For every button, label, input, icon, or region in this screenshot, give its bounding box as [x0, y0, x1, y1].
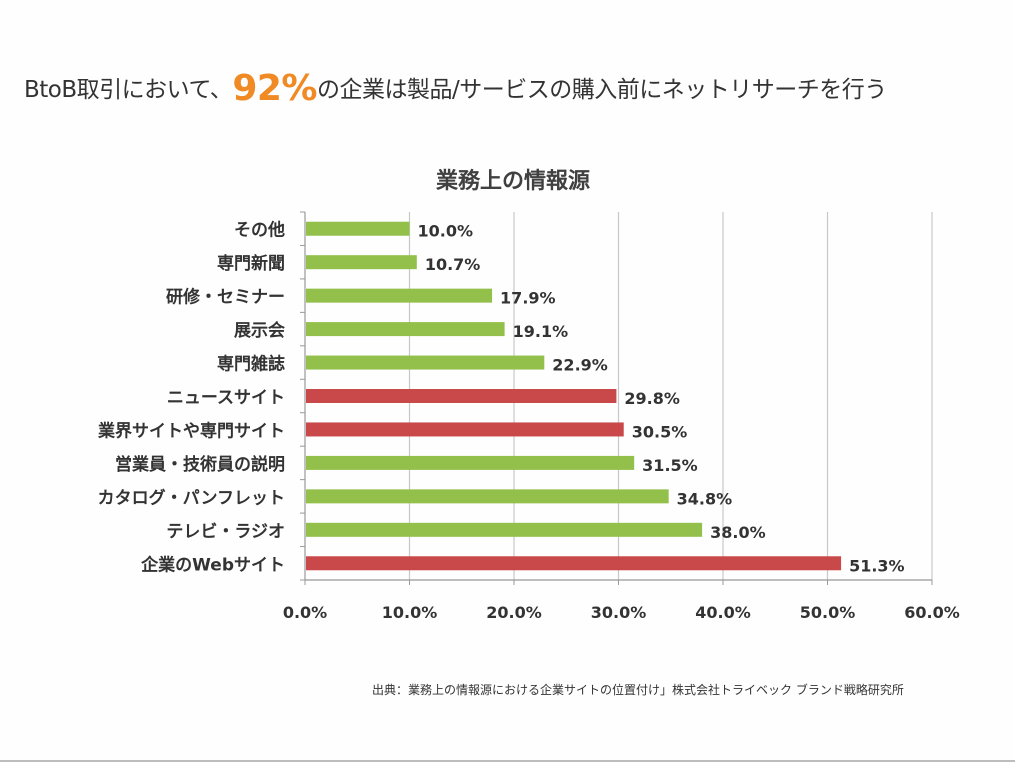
source-note: 出典：業務上の情報源における企業サイトの位置付け」株式会社トライベック ブランド… [372, 683, 904, 697]
x-tick-label: 0.0% [283, 603, 327, 622]
category-label: カタログ・パンフレット [98, 487, 285, 508]
data-label: 29.8% [624, 389, 680, 408]
data-label: 10.7% [425, 255, 481, 274]
data-label: 31.5% [642, 456, 698, 475]
category-label: ニュースサイト [167, 388, 285, 408]
headline-suffix: の企業は製品/サービスの購入前にネットリサーチを行う [316, 77, 887, 103]
bar [306, 422, 624, 437]
data-label: 22.9% [552, 356, 608, 375]
bar [306, 522, 703, 537]
bars: 10.0% 10.7% 17.9% 19.1% 22.9% 29.8% 30.5% 31.5%… [306, 221, 905, 575]
category-label: テレビ・ラジオ [166, 522, 285, 542]
data-label: 34.8% [677, 489, 733, 508]
bar [306, 255, 417, 270]
data-label: 19.1% [513, 322, 569, 341]
x-tick-label: 60.0% [904, 603, 960, 622]
data-label: 51.3% [849, 556, 905, 575]
category-label: 業界サイトや専門サイト [98, 420, 285, 441]
data-label: 30.5% [632, 422, 688, 441]
data-label: 38.0% [710, 523, 766, 542]
bar [306, 455, 635, 470]
category-label: 専門雑誌 [217, 354, 285, 375]
bar [306, 489, 669, 504]
x-tick-label: 50.0% [800, 603, 856, 622]
category-label: その他 [234, 220, 285, 241]
bar [306, 221, 410, 236]
bar-chart: 業務上の情報源 10.0% 10.7% 17.9% 19.1% 22.9% 29.8% 30… [98, 168, 960, 622]
category-label: 展示会 [234, 320, 285, 341]
category-label: 専門新聞 [217, 253, 285, 274]
headline: BtoB取引において、92%の企業は製品/サービスの購入前にネットリサーチを行う [24, 68, 887, 109]
bar [306, 322, 505, 337]
x-tick-labels: 0.0% 10.0% 20.0% 30.0% 40.0% 50.0% 60.0% [283, 603, 960, 622]
x-tick-label: 20.0% [486, 603, 542, 622]
data-label: 10.0% [418, 222, 474, 241]
bottom-divider [0, 760, 1015, 762]
bar [306, 288, 493, 303]
category-label: 営業員・技術員の説明 [115, 454, 285, 475]
category-label: 企業のWebサイト [140, 554, 285, 575]
bar [306, 556, 842, 571]
bar [306, 355, 545, 370]
headline-highlight: 92% [232, 68, 317, 109]
category-labels: その他専門新聞研修・セミナー展示会専門雑誌ニュースサイト業界サイトや専門サイト営… [98, 220, 285, 576]
bar [306, 389, 617, 403]
x-tick-label: 30.0% [591, 603, 647, 622]
chart-title: 業務上の情報源 [436, 168, 590, 194]
x-tick-label: 40.0% [695, 603, 751, 622]
headline-prefix: BtoB取引において、 [24, 77, 233, 103]
category-label: 研修・セミナー [166, 287, 285, 308]
x-tick-label: 10.0% [382, 603, 438, 622]
data-label: 17.9% [500, 289, 556, 308]
